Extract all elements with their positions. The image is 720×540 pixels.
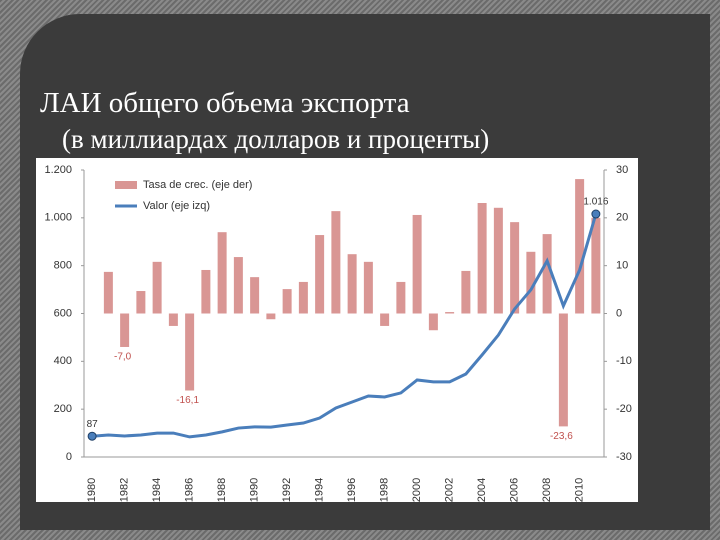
- bar: [493, 207, 503, 314]
- y-tick-label: 200: [54, 403, 72, 415]
- data-label: -7,0: [114, 352, 132, 363]
- x-tick-group: 1988: [216, 478, 228, 502]
- x-tick-group: 2008: [541, 478, 553, 502]
- bar: [250, 277, 260, 314]
- bar: [282, 289, 292, 314]
- y-tick-label: 600: [54, 307, 72, 319]
- marker: [87, 431, 97, 441]
- bar: [266, 313, 276, 320]
- y2-tick-label: 20: [616, 212, 628, 224]
- bar: [445, 312, 455, 314]
- bar: [103, 271, 113, 314]
- bar: [510, 222, 520, 314]
- x-tick-label: 1990: [249, 478, 261, 502]
- bar: [575, 179, 585, 314]
- bar: [542, 234, 552, 314]
- x-tick-label: 2002: [444, 478, 456, 502]
- bar: [363, 261, 373, 314]
- y-tick-label: 1.200: [44, 164, 72, 176]
- x-tick-group: 2000: [411, 478, 423, 502]
- data-label: -16,1: [176, 395, 199, 406]
- bar: [201, 269, 211, 314]
- bar: [347, 254, 357, 314]
- data-label: 87: [87, 419, 99, 430]
- bar: [591, 217, 601, 314]
- x-tick-group: 1982: [119, 478, 131, 502]
- x-tick-label: 1992: [281, 478, 293, 502]
- x-tick-group: 1994: [314, 478, 326, 502]
- y2-tick-label: -20: [616, 403, 632, 415]
- x-tick-label: 1998: [379, 478, 391, 502]
- x-tick-group: 1986: [184, 478, 196, 502]
- x-tick-group: 2004: [476, 478, 488, 502]
- bar: [412, 214, 422, 314]
- y-tick-label: 400: [54, 355, 72, 367]
- bar: [477, 203, 487, 314]
- x-tick-label: 2006: [509, 478, 521, 502]
- y2-tick-label: -10: [616, 355, 632, 367]
- slide-title: ЛАИ общего объема экспорта: [40, 87, 410, 119]
- data-label: -23,6: [550, 431, 573, 442]
- y-tick-label: 0: [66, 451, 72, 463]
- x-tick-group: 1996: [346, 478, 358, 502]
- x-tick-label: 1996: [346, 478, 358, 502]
- x-tick-label: 2010: [574, 478, 586, 502]
- x-tick-label: 2004: [476, 478, 488, 502]
- x-tick-label: 1988: [216, 478, 228, 502]
- y-tick-label: 1.000: [44, 212, 72, 224]
- bar: [428, 313, 438, 331]
- bar: [380, 313, 390, 326]
- x-tick-group: 1992: [281, 478, 293, 502]
- legend-label: Tasa de crec. (eje der): [143, 179, 252, 191]
- line: [92, 213, 598, 439]
- x-tick-group: 2002: [444, 478, 456, 502]
- x-tick-group: 2006: [509, 478, 521, 502]
- bar: [152, 261, 162, 314]
- bar: [233, 257, 243, 314]
- x-tick-label: 1980: [86, 478, 98, 502]
- y2-tick-label: 30: [616, 164, 628, 176]
- bar: [217, 232, 227, 314]
- bar: [168, 313, 178, 326]
- x-tick-label: 1994: [314, 478, 326, 502]
- x-tick-label: 2008: [541, 478, 553, 502]
- bar: [120, 313, 130, 347]
- x-tick-label: 2000: [411, 478, 423, 502]
- slide-subtitle: (в миллиардах долларов и проценты): [62, 124, 490, 154]
- data-label: 1.016: [583, 197, 608, 208]
- bar: [185, 313, 195, 391]
- y2-tick-label: 0: [616, 307, 622, 319]
- bar: [526, 251, 536, 314]
- x-tick-label: 1984: [151, 478, 163, 502]
- bar: [396, 281, 406, 314]
- legend-swatch: [115, 181, 137, 189]
- x-tick-label: 1982: [119, 478, 131, 502]
- bar: [298, 281, 308, 314]
- legend-label: Valor (eje izq): [143, 200, 210, 212]
- bar: [315, 235, 325, 314]
- y-tick-label: 800: [54, 260, 72, 272]
- x-tick-group: 2010: [574, 478, 586, 502]
- y2-tick-label: 10: [616, 260, 628, 272]
- y2-tick-label: -30: [616, 451, 632, 463]
- x-tick-group: 1990: [249, 478, 261, 502]
- bar: [461, 270, 471, 314]
- bar: [558, 313, 568, 427]
- marker: [591, 209, 601, 219]
- x-tick-group: 1980: [86, 478, 98, 502]
- bar: [331, 211, 341, 314]
- bar: [136, 291, 146, 314]
- x-tick-label: 1986: [184, 478, 196, 502]
- x-tick-group: 1984: [151, 478, 163, 502]
- x-tick-group: 1998: [379, 478, 391, 502]
